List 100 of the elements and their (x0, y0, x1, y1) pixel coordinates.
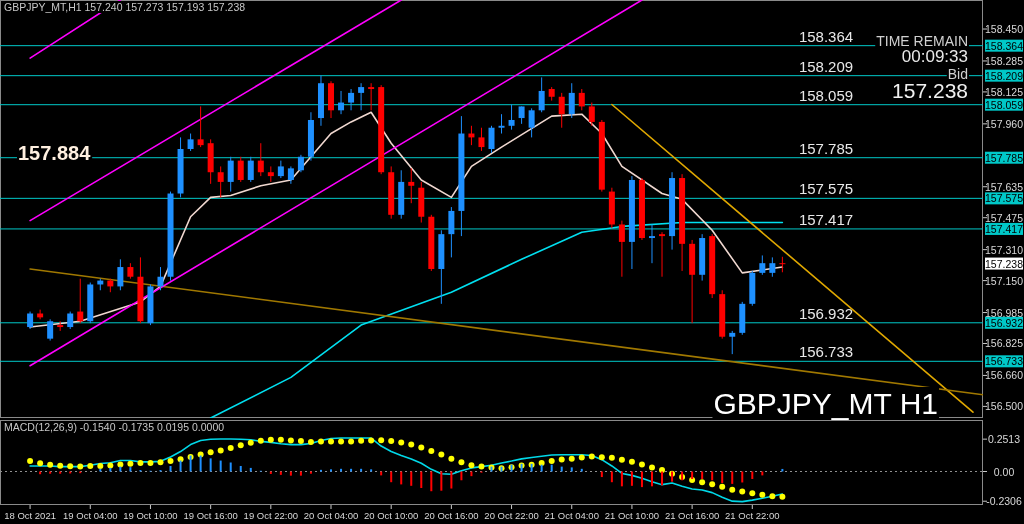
bar (49, 471, 52, 474)
y-tick-label: 157.960 (985, 117, 1024, 130)
annotation: 00:09:33 (901, 47, 968, 66)
bar (239, 465, 242, 472)
ref-line-label: 156.733 (798, 343, 854, 361)
candlestick (157, 266, 164, 291)
bar (309, 471, 312, 474)
bar (330, 469, 333, 472)
candlestick (237, 156, 244, 183)
candlestick (558, 92, 565, 129)
bar (350, 468, 353, 472)
candlestick (408, 167, 415, 204)
bar (440, 471, 443, 491)
annotation: 157.238 (892, 79, 968, 102)
annotation: GBPJPY_MT H1 (713, 387, 938, 420)
bar (560, 466, 563, 472)
text: 158.059 (985, 98, 1023, 111)
text: 157.417 (985, 222, 1023, 235)
bar (671, 471, 674, 482)
bar (289, 471, 292, 476)
bar (219, 460, 222, 472)
candlestick (659, 231, 666, 278)
bar (370, 469, 373, 472)
candlestick (117, 258, 124, 291)
x-tick-label: 21 Oct 16:00 (664, 510, 720, 521)
y-tick-label: 0.2513 (987, 433, 1021, 446)
bar (781, 468, 784, 472)
candlestick (769, 256, 776, 278)
bar (530, 463, 533, 472)
bar (630, 471, 633, 486)
annotation: Bid (947, 66, 968, 82)
x-tick-label: 19 Oct 16:00 (183, 510, 238, 521)
y-tick-label: 158.285 (985, 54, 1024, 67)
bar (390, 471, 393, 483)
ref-line-label: 157.417 (798, 210, 854, 228)
y-tick-label: 156.825 (985, 337, 1024, 350)
bar (340, 468, 343, 472)
y-tick-label: 158.450 (985, 23, 1024, 36)
candlestick (77, 278, 84, 324)
candlestick (779, 256, 786, 273)
candlestick (257, 142, 264, 177)
x-tick-label: 20 Oct 10:00 (363, 510, 419, 521)
candlestick (588, 102, 595, 127)
annotation: 157.884 (18, 142, 92, 164)
candlestick (197, 105, 204, 148)
bar (400, 471, 403, 485)
x-tick-label: 21 Oct 10:00 (604, 510, 660, 521)
text: 158.364 (985, 39, 1023, 52)
bar (410, 471, 413, 486)
text: 156.932 (985, 316, 1023, 329)
bar (450, 471, 453, 489)
candlestick (217, 165, 224, 198)
text: 157.575 (985, 192, 1023, 205)
candlestick (368, 82, 375, 111)
candlestick (648, 223, 655, 264)
ref-line-label: 158.059 (798, 86, 854, 104)
text: 156.733 (985, 355, 1023, 368)
candlestick (508, 104, 515, 131)
bar (299, 471, 302, 476)
y-tick-label: 156.985 (985, 306, 1024, 319)
bar (640, 471, 643, 488)
y-tick-label: -0.2306 (986, 495, 1022, 508)
candlestick (338, 90, 345, 115)
candlestick (47, 318, 54, 342)
x-tick-label: 20 Oct 22:00 (484, 510, 539, 521)
candlestick (247, 156, 254, 183)
candlestick (478, 127, 485, 152)
y-tick-label: 157.310 (985, 243, 1024, 256)
candlestick (348, 88, 355, 111)
candlestick (358, 82, 365, 111)
ref-line-label: 157.785 (798, 139, 854, 157)
bar (741, 471, 744, 483)
text: 158.209 (985, 69, 1023, 82)
candlestick (488, 125, 495, 154)
candlestick (729, 330, 736, 355)
bar (59, 471, 62, 474)
annotation: 157.238 (985, 257, 1024, 270)
candlestick (448, 206, 455, 258)
bar (600, 471, 603, 478)
bar (580, 468, 583, 472)
x-tick-label: 19 Oct 04:00 (63, 510, 118, 521)
ref-line-label: 156.932 (798, 304, 854, 322)
bar (610, 471, 613, 483)
bar (430, 471, 433, 492)
x-tick-label: 18 Oct 2021 (4, 510, 56, 521)
bar (249, 467, 252, 472)
bar (570, 467, 573, 472)
chart-title: MACD(12,26,9) -0.1540 -0.1735 0.0195 0.0000 (4, 421, 225, 433)
candlestick (528, 107, 535, 138)
chart-title: GBPJPY_MT,H1 157.240 157.273 157.193 157.238 (4, 1, 246, 13)
bar (360, 468, 363, 472)
candlestick (578, 88, 585, 111)
ref-line-label: 157.575 (798, 180, 854, 198)
candlestick (618, 220, 625, 278)
annotation: TIME REMAIN (876, 33, 968, 49)
y-tick-label: 158.125 (985, 85, 1024, 98)
candlestick (538, 76, 545, 113)
candlestick (498, 113, 505, 135)
bar (620, 471, 623, 487)
y-tick-label: 156.660 (985, 369, 1024, 382)
